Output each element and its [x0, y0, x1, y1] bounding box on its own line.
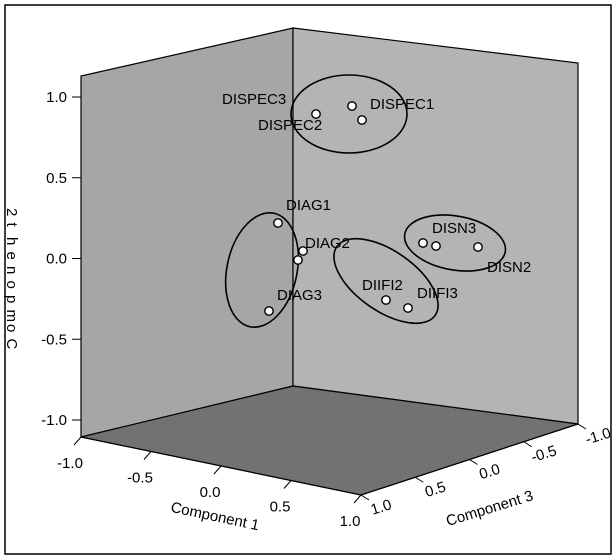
point-label: DIAG3 — [277, 287, 322, 304]
z-axis-title-glyph: C — [3, 339, 20, 350]
point-label: DISPEC1 — [370, 96, 434, 113]
z-axis-title-glyph: n — [3, 266, 20, 274]
y-axis-title: Component 3 — [444, 487, 535, 530]
z-axis-title-glyph: m — [3, 310, 20, 323]
point-label: DIAG1 — [286, 197, 331, 214]
z-axis-title-glyph: e — [3, 252, 20, 260]
x-tick — [143, 451, 152, 460]
z-tick-label: 0.5 — [46, 170, 67, 187]
x-tick-label: -1.0 — [57, 455, 83, 472]
y-tick — [577, 423, 587, 430]
y-tick — [414, 476, 424, 483]
outer-frame — [4, 4, 612, 555]
z-axis-title-glyph: h — [3, 237, 20, 245]
z-tick-label: -1.0 — [41, 412, 67, 429]
data-point — [293, 255, 303, 265]
data-point — [431, 241, 441, 251]
point-label: DIAG2 — [305, 235, 350, 252]
data-point — [298, 246, 308, 256]
x-tick — [213, 465, 222, 475]
y-tick-label: 0.5 — [423, 479, 448, 501]
point-label: DIIFI2 — [362, 277, 403, 294]
cluster-ellipse — [333, 237, 439, 325]
data-point — [403, 303, 413, 313]
y-tick — [360, 494, 370, 501]
y-tick-label: 0.0 — [477, 461, 502, 483]
point-label: DISPEC3 — [222, 91, 286, 108]
z-axis-title-glyph: 2 — [3, 208, 20, 216]
z-tick-label: 0.0 — [46, 251, 67, 268]
data-point — [264, 306, 274, 316]
cluster-ellipse — [290, 74, 408, 154]
z-tick-label: 1.0 — [46, 89, 67, 106]
data-point — [273, 218, 283, 228]
data-point — [357, 115, 367, 125]
z-tick-label: -0.5 — [41, 331, 67, 348]
z-axis-title-glyph: p — [3, 295, 20, 303]
point-label: DISN2 — [487, 259, 531, 276]
x-tick — [73, 436, 82, 446]
y-tick-label: -0.5 — [529, 442, 559, 466]
x-tick-label: -0.5 — [127, 470, 153, 487]
y-tick — [469, 459, 478, 465]
point-label: DISN3 — [432, 220, 476, 237]
data-point — [418, 238, 428, 248]
data-point — [381, 295, 391, 305]
x-tick-label: 0.0 — [200, 484, 221, 501]
x-tick-label: 1.0 — [340, 513, 361, 530]
y-tick-label: -1.0 — [583, 425, 613, 449]
y-tick-label: 1.0 — [369, 496, 394, 518]
data-point — [473, 242, 483, 252]
z-axis-title-glyph: t — [3, 223, 20, 228]
x-tick — [353, 494, 362, 504]
z-axis-title-glyph: o — [3, 324, 20, 332]
data-point — [347, 101, 357, 111]
x-tick — [283, 480, 292, 489]
point-label: DISPEC2 — [258, 117, 322, 134]
x-axis-title: Component 1 — [169, 499, 261, 534]
x-tick-label: 0.5 — [270, 499, 291, 516]
z-axis-title-glyph: o — [3, 281, 20, 289]
y-tick — [523, 441, 533, 448]
data-point — [311, 109, 321, 119]
left-wall — [80, 27, 294, 438]
cluster-ellipse — [224, 212, 300, 328]
cluster-ellipse — [403, 214, 507, 272]
point-label: DIIFI3 — [417, 285, 458, 302]
